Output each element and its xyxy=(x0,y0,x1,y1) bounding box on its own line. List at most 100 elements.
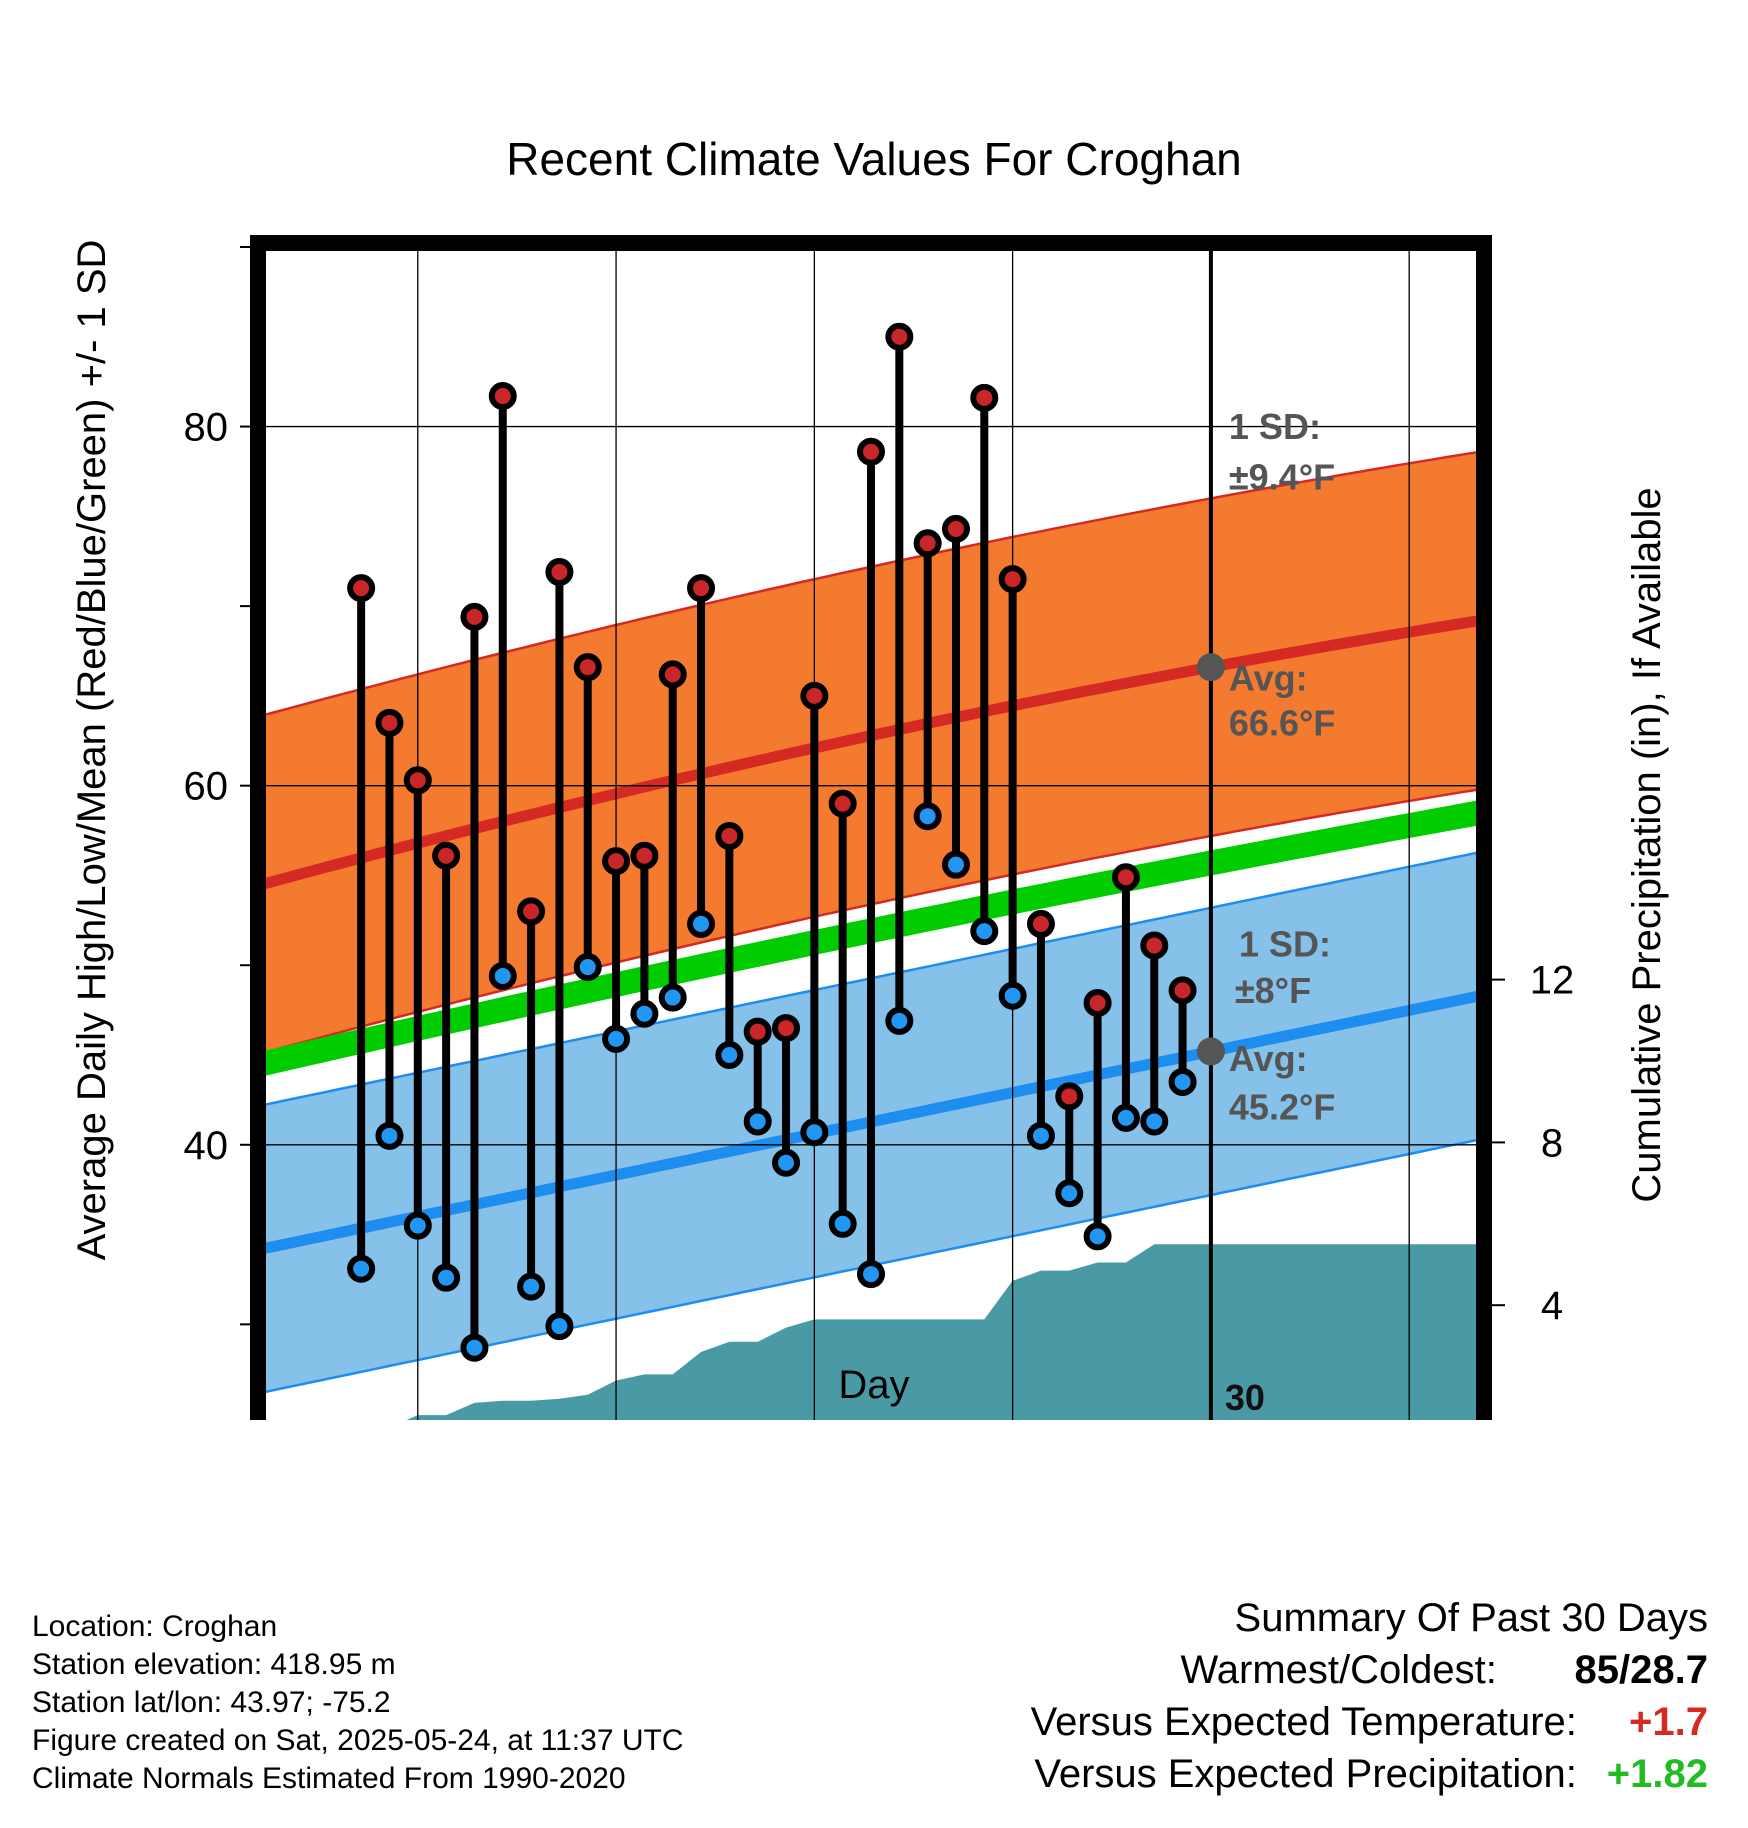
latlon-text: Station lat/lon: 43.97; -75.2 xyxy=(32,1686,391,1719)
chart-title: Recent Climate Values For Croghan xyxy=(506,133,1241,185)
daily-high-point xyxy=(913,529,942,558)
daily-high-point xyxy=(828,789,857,818)
daily-low-point xyxy=(1026,1121,1055,1150)
daily-high-point xyxy=(488,382,517,411)
y-left-tick-label: 60 xyxy=(184,765,229,809)
daily-low-point xyxy=(432,1263,461,1292)
daily-high-point xyxy=(715,821,744,850)
daily-high-point xyxy=(743,1017,772,1046)
daily-high-point xyxy=(772,1014,801,1043)
daily-low-point xyxy=(828,1209,857,1238)
daily-high-point xyxy=(800,681,829,710)
daily-high-point xyxy=(1055,1082,1084,1111)
daily-low-point xyxy=(1168,1067,1197,1096)
summary-temp: Versus Expected Temperature: +1.7 xyxy=(1031,1700,1708,1745)
daily-low-point xyxy=(885,1006,914,1035)
precip-label: Versus Expected Precipitation: xyxy=(1034,1752,1577,1796)
y-right-tick-label: 12 xyxy=(1530,959,1575,1003)
daily-high-point xyxy=(602,847,631,876)
daily-low-point xyxy=(1083,1222,1112,1251)
daily-high-point xyxy=(885,322,914,351)
daily-low-point xyxy=(517,1272,546,1301)
elevation-text: Station elevation: 418.95 m xyxy=(32,1648,396,1681)
daily-low-point xyxy=(1055,1179,1084,1208)
climate-chart: Recent Climate Values For Croghan 1 SD: ±… xyxy=(70,133,1669,1420)
daily-low-point xyxy=(658,983,687,1012)
daily-low-point xyxy=(743,1107,772,1136)
daily-low-point xyxy=(375,1121,404,1150)
y-right-tick-label: 4 xyxy=(1541,1284,1563,1328)
daily-high-point xyxy=(1026,909,1055,938)
daily-high-point xyxy=(403,766,432,795)
daily-low-point xyxy=(687,909,716,938)
temp-value: +1.7 xyxy=(1629,1700,1708,1744)
daily-low-point xyxy=(602,1024,631,1053)
summary-warmest-coldest: Warmest/Coldest: 85/28.7 xyxy=(1181,1648,1709,1693)
location-text: Location: Croghan xyxy=(32,1610,278,1643)
daily-high-point xyxy=(1083,988,1112,1017)
high-sd-value: ±9.4°F xyxy=(1229,456,1335,497)
days-window-label-text: Days xyxy=(1223,1419,1309,1420)
daily-high-point xyxy=(970,383,999,412)
daily-high-point xyxy=(1111,863,1140,892)
warmest-value: 85 xyxy=(1574,1648,1620,1692)
today-low-avg-marker xyxy=(1196,1037,1225,1066)
high-avg-value: 66.6°F xyxy=(1229,702,1335,743)
daily-low-point xyxy=(403,1211,432,1240)
y-left-tick-label: 80 xyxy=(184,406,229,450)
daily-low-point xyxy=(857,1260,885,1289)
high-sd-label: 1 SD: xyxy=(1229,406,1321,447)
daily-high-point xyxy=(687,574,716,603)
daily-low-point xyxy=(488,962,517,991)
daily-low-point xyxy=(941,850,970,879)
daily-high-point xyxy=(941,514,970,543)
created-text: Figure created on Sat, 2025-05-24, at 11… xyxy=(32,1724,684,1757)
warmest-coldest-value: 85/28.7 xyxy=(1508,1648,1708,1693)
plot-frame xyxy=(250,235,1492,1420)
daily-high-point xyxy=(658,660,687,689)
normals-text: Climate Normals Estimated From 1990-2020 xyxy=(32,1762,626,1795)
daily-low-point xyxy=(715,1041,744,1070)
daily-low-point xyxy=(573,953,602,982)
summary-precip: Versus Expected Precipitation: +1.82 xyxy=(1034,1752,1708,1797)
daily-low-point xyxy=(1140,1107,1169,1136)
daily-low-point xyxy=(545,1312,574,1341)
daily-high-point xyxy=(1140,931,1169,960)
daily-high-point xyxy=(998,565,1027,594)
daily-low-point xyxy=(460,1333,489,1362)
daily-high-point xyxy=(347,574,376,603)
daily-high-point xyxy=(375,708,404,737)
y-left-tick-label: 40 xyxy=(184,1124,229,1168)
y-axis-right-label: Cumulative Precipitation (in), If Availa… xyxy=(1625,487,1669,1202)
warmest-coldest-label: Warmest/Coldest: xyxy=(1180,1648,1497,1692)
days-window-label-number: 30 xyxy=(1225,1377,1265,1418)
low-sd-value: ±8°F xyxy=(1235,970,1311,1011)
high-avg-label: Avg: xyxy=(1229,658,1308,699)
daily-high-point xyxy=(857,437,885,466)
low-avg-value: 45.2°F xyxy=(1229,1087,1335,1128)
daily-high-point xyxy=(460,602,489,631)
summary-title-text: Summary Of Past 30 Days xyxy=(1234,1596,1708,1640)
daily-low-point xyxy=(347,1254,376,1283)
daily-high-point xyxy=(517,897,546,926)
daily-low-point xyxy=(772,1148,801,1177)
daily-low-point xyxy=(970,917,999,946)
x-axis-label: Day xyxy=(838,1363,909,1407)
precip-value: +1.82 xyxy=(1606,1752,1708,1796)
today-high-avg-marker xyxy=(1196,653,1225,682)
daily-high-point xyxy=(630,841,659,870)
low-avg-label: Avg: xyxy=(1229,1038,1308,1079)
y-axis-left-label: Average Daily High/Low/Mean (Red/Blue/Gr… xyxy=(70,240,114,1261)
daily-high-point xyxy=(1168,976,1197,1005)
daily-low-point xyxy=(998,981,1027,1010)
daily-high-point xyxy=(545,558,574,587)
daily-low-point xyxy=(800,1118,829,1147)
temp-label: Versus Expected Temperature: xyxy=(1030,1700,1577,1744)
daily-low-point xyxy=(630,999,659,1028)
daily-low-point xyxy=(913,802,942,831)
coldest-value: /28.7 xyxy=(1619,1648,1708,1692)
daily-high-point xyxy=(573,653,602,682)
daily-low-point xyxy=(1111,1103,1140,1132)
